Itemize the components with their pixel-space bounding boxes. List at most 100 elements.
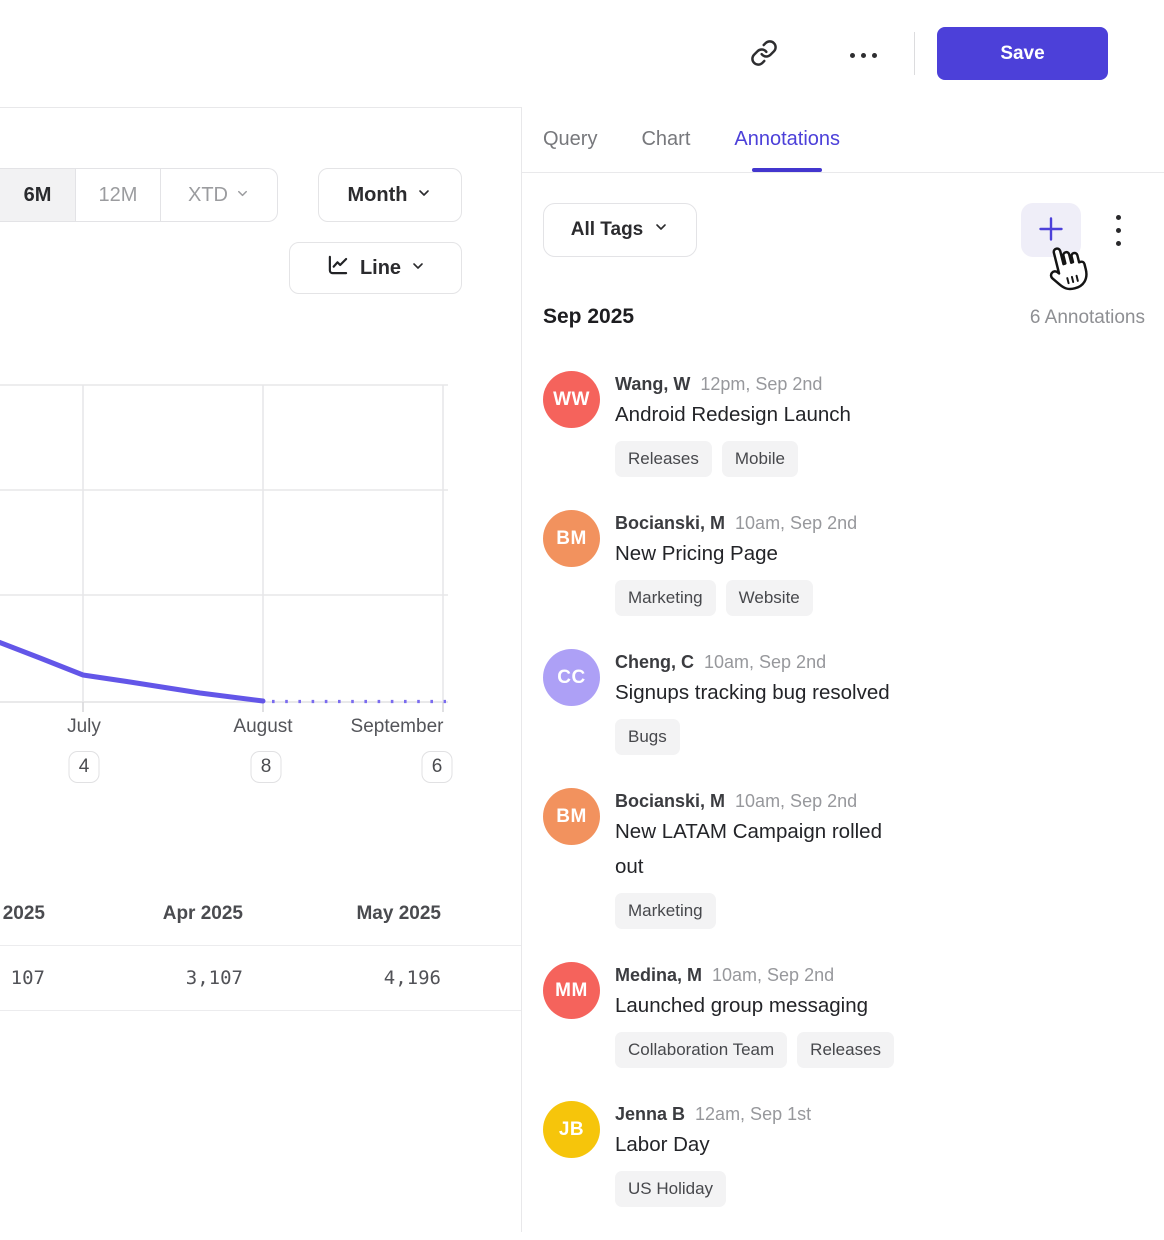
table-header-col1: 2025 — [2, 903, 45, 924]
tab-query[interactable]: Query — [543, 128, 598, 150]
summary-table-value-row: 107 3,107 4,196 — [0, 945, 521, 1011]
annotation-author: Bocianski, M — [615, 791, 726, 811]
annotation-title: New LATAM Campaign rolled out — [615, 820, 882, 878]
annotation-count-badge-september[interactable]: 6 — [421, 751, 453, 783]
chevron-down-icon — [416, 184, 432, 207]
tag-pill: Marketing — [615, 893, 716, 929]
all-tags-label: All Tags — [570, 219, 644, 240]
annotation-author: Cheng, C — [615, 652, 694, 672]
date-range-segmented-control: 6M 12M XTD — [0, 168, 278, 222]
avatar: BM — [543, 510, 600, 567]
line-chart-plot[interactable] — [0, 383, 470, 715]
all-tags-filter-dropdown[interactable]: All Tags — [543, 203, 697, 257]
avatar: BM — [543, 788, 600, 845]
tag-pill: Mobile — [721, 441, 798, 477]
annotation-timestamp: 12am, Sep 1st — [695, 1104, 812, 1124]
chevron-down-icon — [653, 219, 669, 241]
panel-options-button[interactable] — [1102, 203, 1134, 257]
tag-pill: US Holiday — [615, 1171, 727, 1207]
x-axis-label-september: September — [350, 716, 444, 737]
chevron-down-icon — [410, 257, 426, 280]
annotations-section-header: Sep 2025 6 Annotations — [543, 305, 1145, 329]
summary-table-header-row: 2025 Apr 2025 May 2025 — [0, 883, 521, 946]
annotations-count: 6 Annotations — [1029, 307, 1145, 328]
annotation-body: Bocianski, M 10am, Sep 2nd New LATAM Cam… — [615, 788, 911, 929]
annotation-timestamp: 10am, Sep 2nd — [712, 965, 835, 985]
table-header-col3: May 2025 — [356, 903, 441, 924]
annotations-list: WW Wang, W 12pm, Sep 2nd Android Redesig… — [543, 371, 1164, 1240]
annotation-meta: Wang, W 12pm, Sep 2nd — [615, 372, 851, 396]
annotation-list-item[interactable]: JB Jenna B 12am, Sep 1st Labor Day US Ho… — [543, 1101, 1164, 1207]
tag-pill: Collaboration Team — [615, 1032, 788, 1068]
annotation-body: Bocianski, M 10am, Sep 2nd New Pricing P… — [615, 510, 857, 616]
table-value-col1: 107 — [10, 966, 45, 989]
annotation-timestamp: 12pm, Sep 2nd — [700, 374, 823, 394]
table-value-col3: 4,196 — [383, 966, 441, 989]
annotation-body: Jenna B 12am, Sep 1st Labor Day US Holid… — [615, 1101, 811, 1207]
annotation-title: New Pricing Page — [615, 542, 778, 565]
link-icon — [750, 39, 778, 72]
chart-type-label: Line — [359, 256, 402, 279]
annotation-title: Launched group messaging — [615, 994, 869, 1017]
avatar: CC — [543, 649, 600, 706]
annotation-list-item[interactable]: CC Cheng, C 10am, Sep 2nd Signups tracki… — [543, 649, 1164, 755]
panel-tabs: Query Chart Annotations — [522, 107, 1164, 173]
annotation-list-item[interactable]: WW Wang, W 12pm, Sep 2nd Android Redesig… — [543, 371, 1164, 477]
annotation-count-badge-august[interactable]: 8 — [250, 751, 282, 783]
x-axis-label-august: August — [233, 716, 293, 737]
annotation-list-item[interactable]: MM Medina, M 10am, Sep 2nd Launched grou… — [543, 962, 1164, 1068]
annotation-author: Jenna B — [615, 1104, 686, 1124]
tab-annotations[interactable]: Annotations — [734, 107, 840, 172]
range-6m-button[interactable]: 6M — [0, 169, 75, 221]
add-annotation-button[interactable] — [1021, 203, 1081, 257]
annotation-tags: Marketing Website — [615, 580, 857, 616]
avatar: MM — [543, 962, 600, 1019]
annotation-body: Medina, M 10am, Sep 2nd Launched group m… — [615, 962, 895, 1068]
tag-pill: Marketing — [615, 580, 716, 616]
tab-chart[interactable]: Chart — [641, 128, 691, 150]
toolbar-divider — [914, 32, 915, 75]
annotations-panel: Query Chart Annotations All Tags Sep 202… — [521, 107, 1164, 1232]
annotation-count-badge-july[interactable]: 4 — [68, 751, 100, 783]
annotation-author: Medina, M — [615, 965, 703, 985]
top-bar: Save — [0, 0, 1164, 108]
range-12m-button[interactable]: 12M — [75, 169, 160, 221]
table-header-col2: Apr 2025 — [162, 903, 243, 924]
avatar: JB — [543, 1101, 600, 1158]
range-xtd-dropdown[interactable]: XTD — [160, 169, 277, 221]
x-axis-label-july: July — [67, 716, 101, 737]
copy-link-button[interactable] — [747, 38, 781, 72]
tag-pill: Website — [725, 580, 813, 616]
annotation-tags: US Holiday — [615, 1171, 811, 1207]
chart-pane: 6M 12M XTD Month Line — [0, 108, 521, 1232]
series-line-solid — [0, 639, 266, 704]
month-group-heading: Sep 2025 — [543, 305, 635, 328]
annotation-meta: Bocianski, M 10am, Sep 2nd — [615, 511, 857, 535]
annotation-tags: Marketing — [615, 893, 911, 929]
annotation-title: Android Redesign Launch — [615, 403, 851, 426]
annotation-list-item[interactable]: BM Bocianski, M 10am, Sep 2nd New Pricin… — [543, 510, 1164, 616]
annotation-meta: Bocianski, M 10am, Sep 2nd — [615, 789, 911, 813]
annotation-list-item[interactable]: BM Bocianski, M 10am, Sep 2nd New LATAM … — [543, 788, 1164, 929]
granularity-dropdown[interactable]: Month — [318, 168, 462, 222]
line-chart-icon — [325, 252, 351, 284]
more-options-button[interactable] — [843, 40, 883, 70]
annotation-timestamp: 10am, Sep 2nd — [704, 652, 827, 672]
annotation-meta: Jenna B 12am, Sep 1st — [615, 1102, 811, 1126]
ellipsis-icon — [849, 52, 877, 58]
table-value-col2: 3,107 — [185, 966, 243, 989]
tag-pill: Releases — [797, 1032, 895, 1068]
annotation-author: Bocianski, M — [615, 513, 726, 533]
annotation-meta: Medina, M 10am, Sep 2nd — [615, 963, 894, 987]
save-button[interactable]: Save — [937, 27, 1108, 80]
annotation-timestamp: 10am, Sep 2nd — [735, 513, 858, 533]
annotation-body: Wang, W 12pm, Sep 2nd Android Redesign L… — [615, 371, 851, 477]
avatar: WW — [543, 371, 600, 428]
annotation-tags: Releases Mobile — [615, 441, 851, 477]
chart-type-dropdown[interactable]: Line — [289, 242, 462, 294]
annotation-body: Cheng, C 10am, Sep 2nd Signups tracking … — [615, 649, 890, 755]
granularity-label: Month — [347, 183, 408, 206]
plus-icon — [1036, 214, 1066, 247]
range-xtd-label: XTD — [188, 183, 228, 206]
kebab-menu-icon — [1115, 214, 1121, 246]
